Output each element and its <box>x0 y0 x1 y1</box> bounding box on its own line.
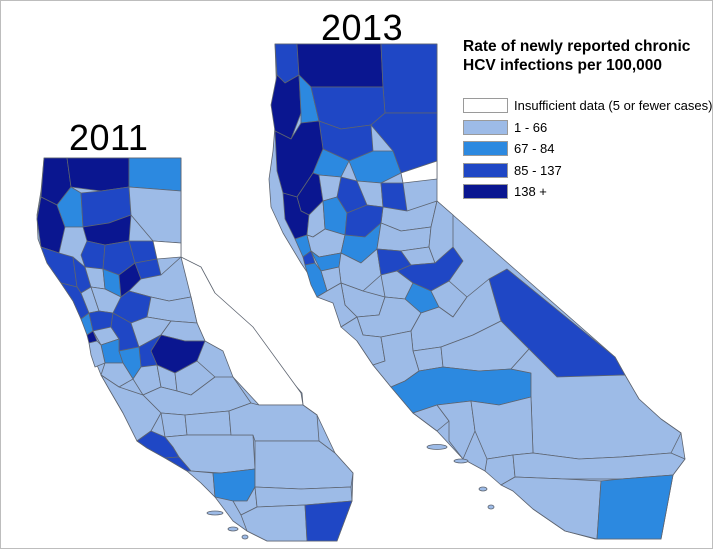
county-2011-kings <box>160 412 188 438</box>
county-2013-modoc <box>380 43 438 114</box>
county-2011-san-bernardino <box>254 440 354 490</box>
island-2011-b <box>227 526 239 532</box>
california-map-2013 <box>268 43 686 540</box>
legend-label: 1 - 66 <box>514 119 548 135</box>
legend-item: 1 - 66 <box>463 117 711 139</box>
county-2011-sierra <box>152 240 182 260</box>
island-2013-a <box>426 444 448 450</box>
map-year-label-2013: 2013 <box>321 7 404 48</box>
legend-swatch <box>463 119 508 135</box>
county-2011-la <box>212 468 256 502</box>
county-2013-nevada <box>380 182 408 212</box>
legend-swatch <box>463 184 508 200</box>
legend-label: 138 + <box>514 184 547 200</box>
county-2011-kern <box>164 434 256 474</box>
county-2011-santa-clara <box>100 362 134 388</box>
county-2011-tulare <box>184 410 232 436</box>
legend-title-line-1: Rate of newly reported chronic <box>463 38 691 55</box>
county-2013-mono <box>428 200 454 264</box>
legend-label: 67 - 84 <box>514 141 555 157</box>
county-2013-santa-clara <box>316 282 358 328</box>
legend-label: 85 - 137 <box>514 162 562 178</box>
map-year-label-2011: 2011 <box>69 117 149 158</box>
county-2011-imperial <box>304 500 353 542</box>
county-2011-siskiyou <box>66 157 130 192</box>
california-map-2011 <box>36 157 354 542</box>
legend-label: Insufficient data (5 or fewer cases) <box>514 98 713 114</box>
legend-item: 85 - 137 <box>463 160 711 182</box>
county-2011-ventura <box>186 470 216 498</box>
county-2013-san-diego <box>500 476 602 540</box>
island-2013-b <box>453 458 469 464</box>
legend-item: Insufficient data (5 or fewer cases) <box>463 95 713 117</box>
county-2013-siskiyou <box>296 43 384 88</box>
legend-title-line-2: HCV infections per 100,000 <box>463 57 662 74</box>
county-2011-inyo <box>228 402 320 442</box>
legend: Insufficient data (5 or fewer cases) 1 -… <box>463 95 713 203</box>
county-2013-sierra-white <box>400 160 438 184</box>
county-2011-modoc <box>128 157 182 192</box>
legend-swatch <box>463 162 508 178</box>
legend-swatch <box>463 98 508 114</box>
island-2013-c <box>478 486 488 492</box>
legend-swatch <box>463 141 508 157</box>
legend-item: 138 + <box>463 181 711 203</box>
county-2013-imperial <box>596 474 674 540</box>
legend-title: Rate of newly reported chronic HCV infec… <box>463 37 708 75</box>
county-2013-humboldt <box>270 74 302 140</box>
legend-item: 67 - 84 <box>463 138 711 160</box>
island-2013-d <box>487 504 495 510</box>
county-2011-san-diego <box>240 504 308 542</box>
island-2011-c <box>241 534 249 540</box>
island-2011-a <box>206 510 224 516</box>
